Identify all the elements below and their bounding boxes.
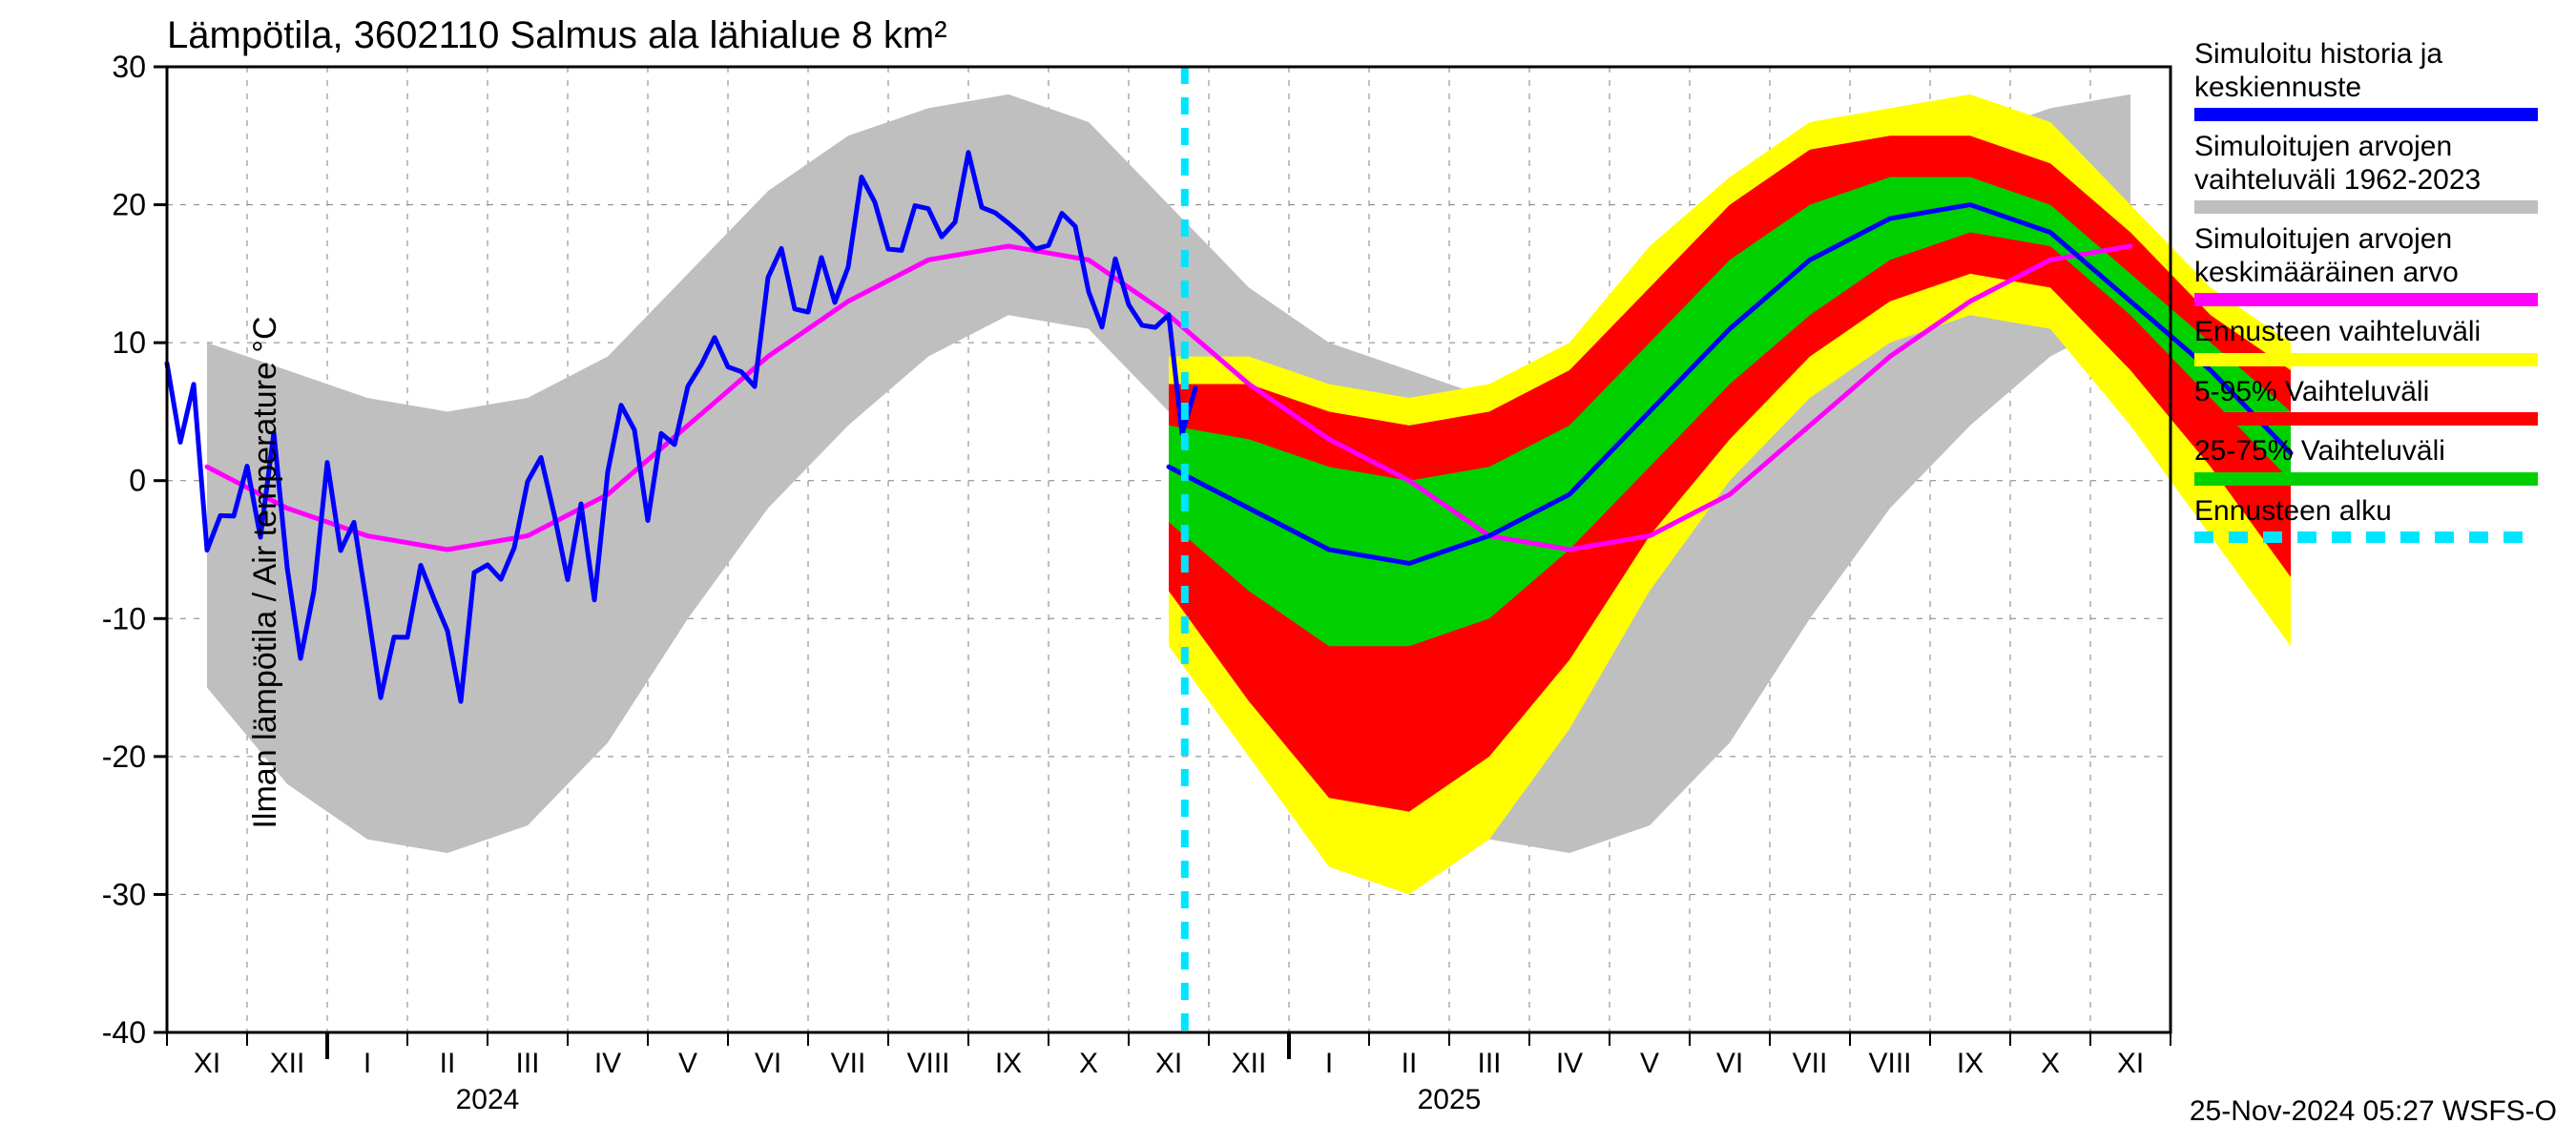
legend-swatch	[2194, 108, 2538, 121]
legend-item: 25-75% Vaihteluväli	[2194, 435, 2557, 486]
svg-text:XII: XII	[1232, 1048, 1267, 1079]
svg-text:IV: IV	[594, 1048, 621, 1079]
svg-text:VII: VII	[831, 1048, 866, 1079]
legend-item: Ennusteen vaihteluväli	[2194, 316, 2557, 366]
svg-text:III: III	[515, 1048, 539, 1079]
svg-text:XI: XI	[194, 1048, 220, 1079]
legend-label: Ennusteen vaihteluväli	[2194, 316, 2557, 349]
legend-swatch	[2194, 293, 2538, 306]
legend-item: Simuloitujen arvojen keskimääräinen arvo	[2194, 223, 2557, 306]
svg-text:0: 0	[129, 464, 146, 498]
svg-text:-40: -40	[102, 1015, 146, 1050]
legend-swatch	[2194, 353, 2538, 366]
legend-label: Simuloitujen arvojen vaihteluväli 1962-2…	[2194, 131, 2557, 197]
svg-text:V: V	[678, 1048, 697, 1079]
footer-timestamp: 25-Nov-2024 05:27 WSFS-O	[2190, 1095, 2557, 1128]
y-axis-label: Ilman lämpötila / Air temperature °C	[247, 316, 284, 828]
svg-text:XI: XI	[1155, 1048, 1182, 1079]
legend-swatch	[2194, 200, 2538, 214]
svg-text:X: X	[2041, 1048, 2060, 1079]
svg-text:IX: IX	[995, 1048, 1022, 1079]
svg-text:VI: VI	[1716, 1048, 1743, 1079]
svg-text:Lämpötila, 3602110 Salmus ala: Lämpötila, 3602110 Salmus ala lähialue 8…	[167, 14, 947, 56]
svg-text:VI: VI	[755, 1048, 781, 1079]
svg-text:VIII: VIII	[1868, 1048, 1911, 1079]
svg-text:2024: 2024	[456, 1084, 520, 1115]
svg-text:II: II	[440, 1048, 456, 1079]
svg-text:II: II	[1402, 1048, 1418, 1079]
svg-text:-20: -20	[102, 739, 146, 774]
svg-text:I: I	[364, 1048, 371, 1079]
legend-item: 5-95% Vaihteluväli	[2194, 376, 2557, 427]
legend-label: Ennusteen alku	[2194, 495, 2557, 529]
legend-swatch	[2194, 412, 2538, 426]
legend-label: 25-75% Vaihteluväli	[2194, 435, 2557, 468]
legend-item: Simuloitu historia ja keskiennuste	[2194, 38, 2557, 121]
legend-label: Simuloitujen arvojen keskimääräinen arvo	[2194, 223, 2557, 289]
svg-text:20: 20	[112, 188, 146, 222]
svg-text:X: X	[1079, 1048, 1098, 1079]
svg-text:10: 10	[112, 325, 146, 360]
svg-text:-30: -30	[102, 877, 146, 911]
svg-text:VII: VII	[1793, 1048, 1828, 1079]
svg-text:I: I	[1325, 1048, 1333, 1079]
svg-text:XII: XII	[270, 1048, 305, 1079]
svg-text:V: V	[1640, 1048, 1659, 1079]
svg-text:-10: -10	[102, 601, 146, 635]
svg-text:III: III	[1477, 1048, 1501, 1079]
legend-label: 5-95% Vaihteluväli	[2194, 376, 2557, 409]
svg-text:IV: IV	[1556, 1048, 1583, 1079]
legend-label: Simuloitu historia ja keskiennuste	[2194, 38, 2557, 104]
svg-text:2025: 2025	[1418, 1084, 1482, 1115]
chart-root: -40-30-20-100102030XIXIIIIIIIIIVVVIVIIVI…	[0, 0, 2576, 1145]
svg-text:VIII: VIII	[906, 1048, 949, 1079]
svg-text:30: 30	[112, 50, 146, 84]
svg-text:IX: IX	[1957, 1048, 1984, 1079]
svg-text:XI: XI	[2117, 1048, 2144, 1079]
legend-swatch	[2194, 472, 2538, 486]
legend-swatch	[2194, 531, 2538, 543]
plot-svg: -40-30-20-100102030XIXIIIIIIIIIVVVIVIIVI…	[0, 0, 2576, 1145]
legend: Simuloitu historia ja keskiennuste Simulo…	[2194, 38, 2557, 552]
legend-item: Ennusteen alku	[2194, 495, 2557, 544]
legend-item: Simuloitujen arvojen vaihteluväli 1962-2…	[2194, 131, 2557, 214]
